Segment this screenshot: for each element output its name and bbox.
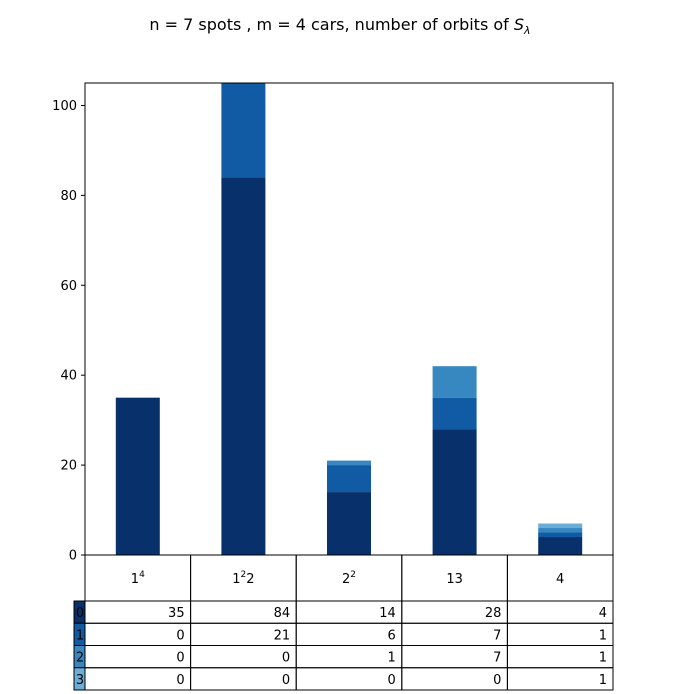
table-cell-value: 7 (493, 628, 501, 643)
table-cell (506, 645, 614, 669)
bar-series-2-cat-4 (538, 528, 583, 533)
table-cell (401, 667, 508, 691)
table-cell (84, 667, 192, 691)
bar-series-0-cat-0 (115, 397, 160, 555)
y-tick-label: 100 (52, 99, 77, 114)
table-cell-value: 35 (168, 606, 185, 621)
data-table: 14 122 22 13 40 35 84 14 28 41 0 21 6 7 12 0 0 1 7 13 0 0 0 0 1 (73, 554, 614, 691)
table-cell-value: 0 (388, 673, 396, 688)
table-column-header: 13 (446, 572, 463, 587)
bar-series-1-cat-1 (221, 83, 266, 178)
table-cell (506, 667, 614, 691)
table-cell (401, 622, 508, 646)
bar-series-2-cat-2 (327, 460, 371, 466)
bar-series-0-cat-2 (327, 492, 371, 555)
bar-series-0-cat-4 (538, 537, 583, 555)
chart-title: n = 7 spots , m = 4 cars, number of orbi… (149, 15, 530, 37)
y-tick-label: 20 (60, 459, 77, 474)
table-cell-value: 21 (274, 628, 291, 643)
bar-series-0-cat-3 (432, 429, 477, 555)
table-cell-value: 28 (485, 606, 502, 621)
table-cell (84, 645, 192, 669)
bar-series-1-cat-3 (432, 397, 477, 430)
bars-layer (115, 83, 583, 555)
y-tick-label: 40 (60, 369, 77, 384)
table-cell-value: 1 (599, 628, 607, 643)
table-cell (84, 622, 192, 646)
table-column-header: 22 (342, 570, 356, 587)
table-cell-value: 0 (282, 673, 290, 688)
y-tick-label: 80 (60, 189, 77, 204)
table-cell (295, 622, 403, 646)
table-row-label: 1 (76, 628, 84, 643)
table-cell (506, 600, 614, 624)
table-cell-value: 7 (493, 651, 501, 666)
bar-series-2-cat-3 (432, 366, 477, 398)
bar-series-1-cat-2 (327, 465, 371, 493)
table-cell (295, 645, 403, 669)
table-cell-value: 4 (599, 606, 607, 621)
table-cell-value: 6 (388, 628, 396, 643)
table-cell-value: 1 (599, 651, 607, 666)
table-cell (190, 667, 297, 691)
table-cell-value: 0 (493, 673, 501, 688)
y-axis: 0 20 40 60 80 100 (52, 99, 85, 564)
table-row-label: 0 (76, 606, 84, 621)
table-row-label: 2 (76, 651, 84, 666)
bar-series-3-cat-4 (538, 523, 583, 529)
table-cell-value: 1 (599, 673, 607, 688)
table-cell-value: 14 (379, 606, 396, 621)
y-tick-label: 0 (69, 549, 77, 564)
table-column-header: 4 (556, 572, 564, 587)
table-cell-value: 0 (282, 651, 290, 666)
table-cell (506, 622, 614, 646)
table-column-header: 14 (131, 570, 145, 587)
table-cell-value: 0 (176, 651, 184, 666)
table-column-header: 122 (232, 570, 254, 587)
table-cell-value: 0 (176, 673, 184, 688)
table-cell-value: 1 (388, 651, 396, 666)
table-cell (190, 645, 297, 669)
table-cell (401, 645, 508, 669)
bar-series-0-cat-1 (221, 177, 266, 555)
table-cell-value: 0 (176, 628, 184, 643)
y-tick-label: 60 (60, 279, 77, 294)
table-cell (295, 667, 403, 691)
bar-series-1-cat-4 (538, 532, 583, 538)
table-cell-value: 84 (274, 606, 291, 621)
table-row-label: 3 (76, 673, 84, 688)
